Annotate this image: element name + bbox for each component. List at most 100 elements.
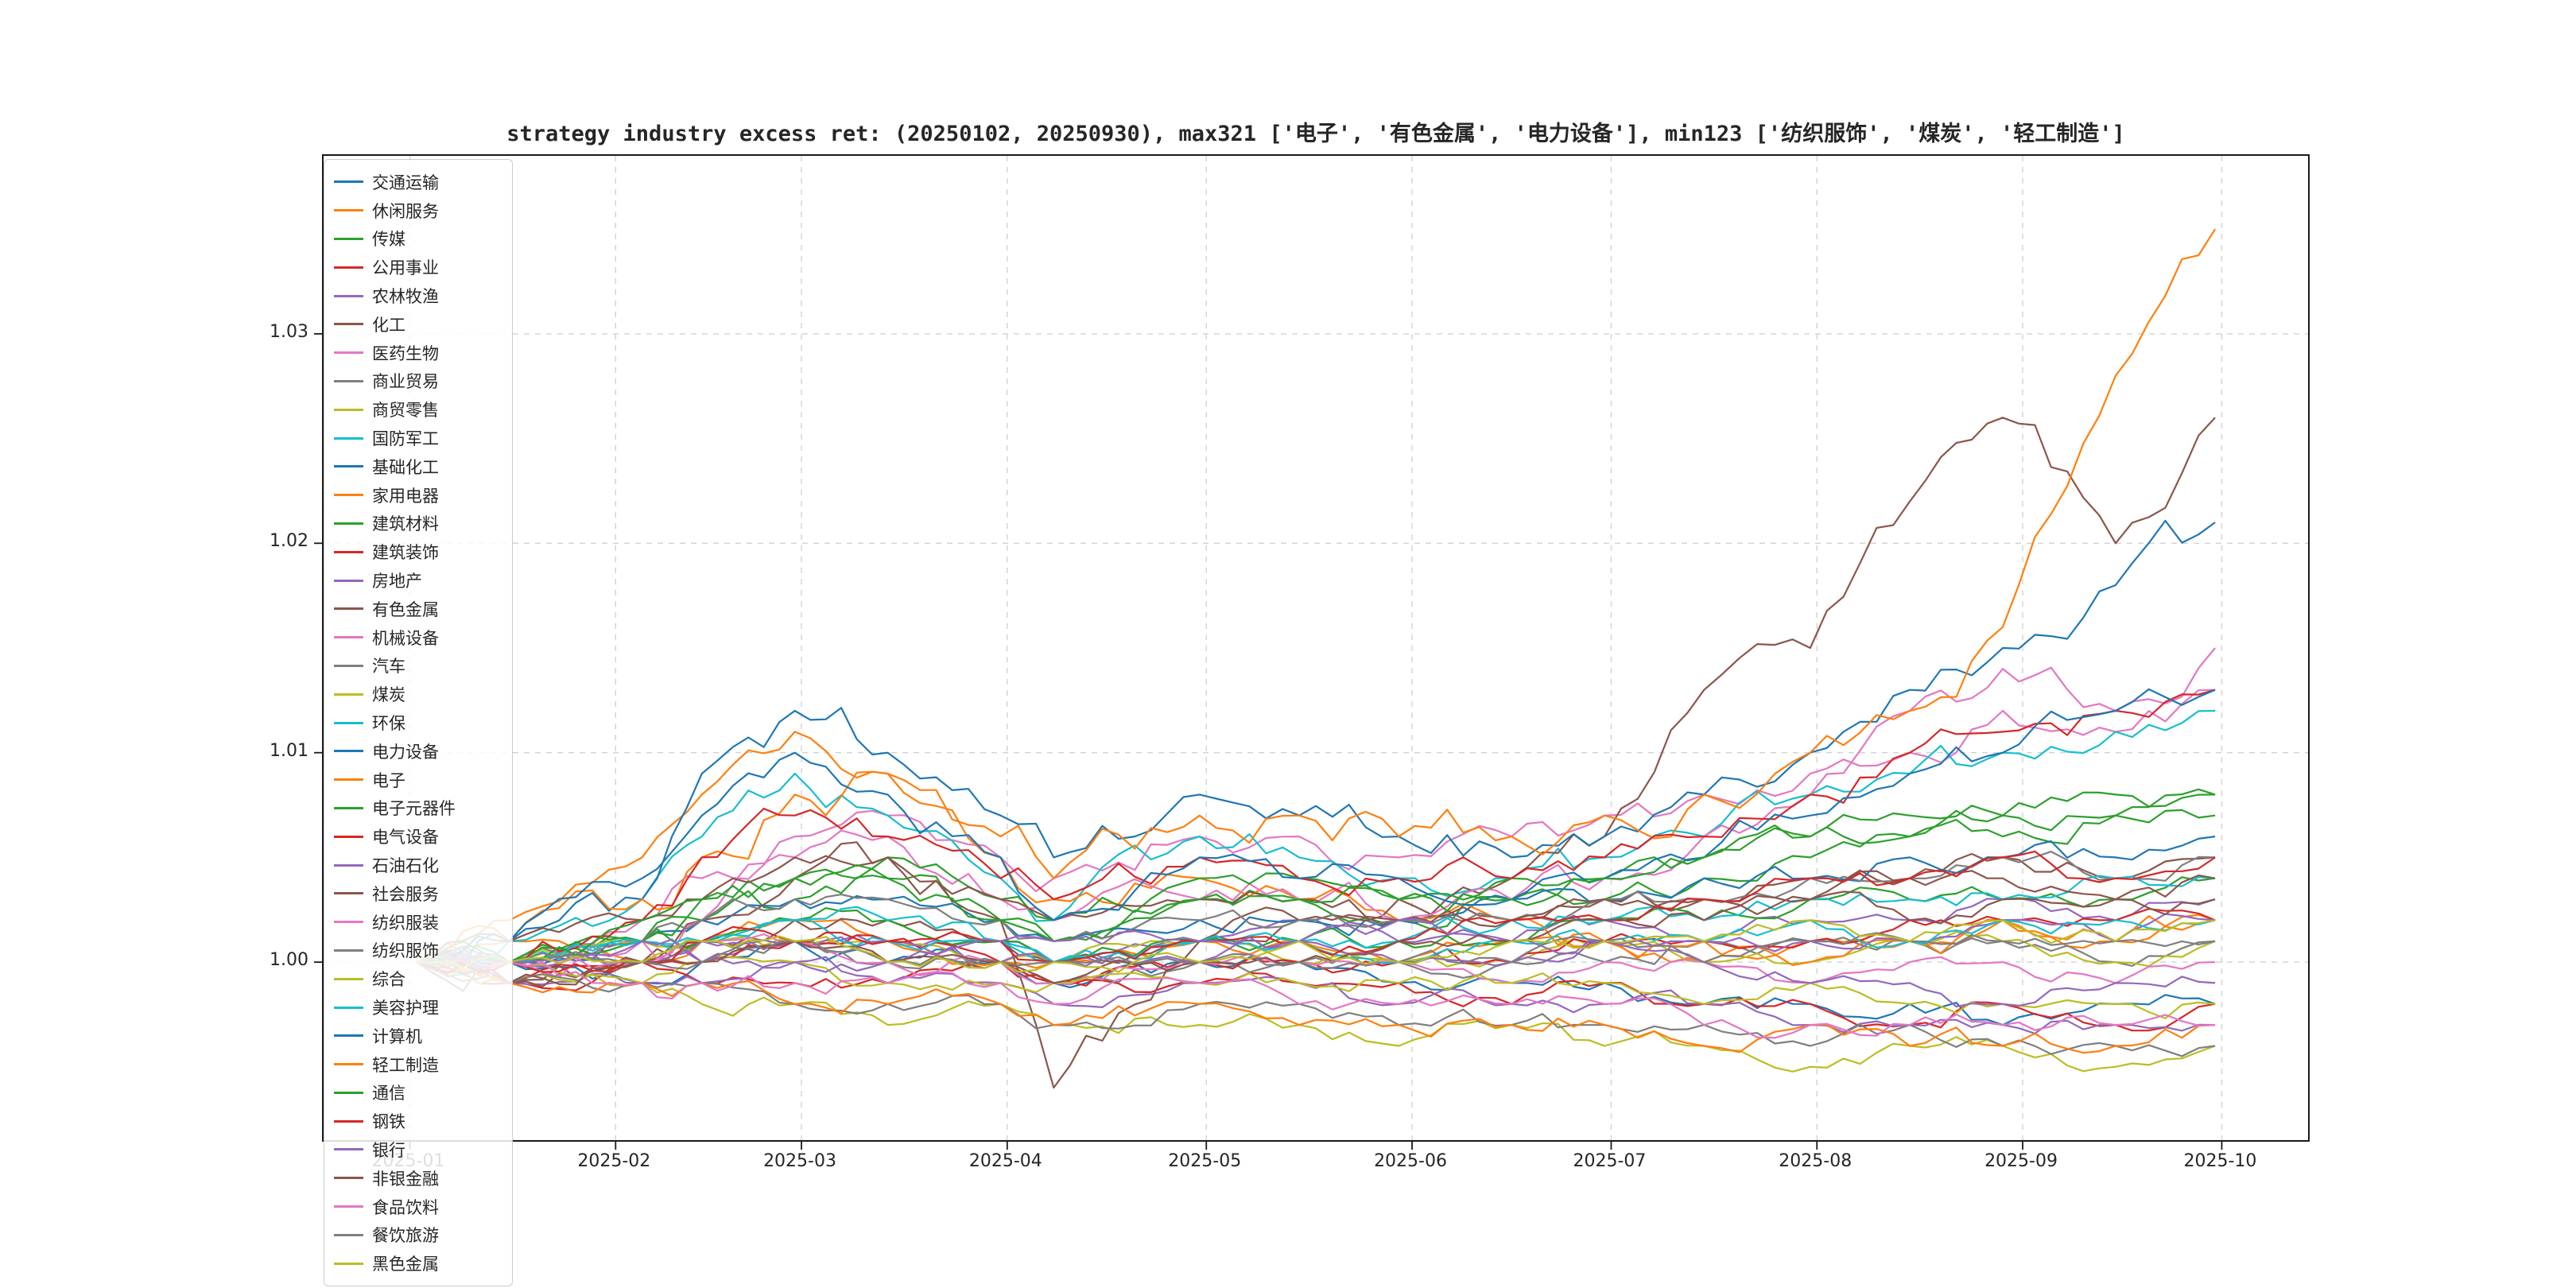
legend-line-swatch <box>334 863 363 867</box>
legend-line-swatch <box>334 1091 363 1094</box>
series-line <box>416 855 2216 964</box>
x-axis-tick-label: 2025-08 <box>1779 1151 1852 1171</box>
legend-item: 银行 <box>334 1135 502 1164</box>
legend-label: 非银金融 <box>372 1169 439 1189</box>
legend-label: 银行 <box>372 1140 405 1160</box>
y-axis-tick-label: 1.02 <box>270 531 308 552</box>
legend-line-swatch <box>334 721 363 724</box>
legend-line-swatch <box>334 237 363 240</box>
legend-line-swatch <box>334 977 363 980</box>
legend-line-swatch <box>334 636 363 639</box>
series-line <box>416 961 2216 1057</box>
legend-label: 纺织服装 <box>372 913 439 933</box>
legend-label: 建筑材料 <box>372 514 439 534</box>
legend-label: 食品饮料 <box>372 1197 439 1217</box>
y-axis-tick-label: 1.00 <box>270 950 308 971</box>
legend-line-swatch <box>334 209 363 212</box>
legend-line-swatch <box>334 664 363 667</box>
legend-item: 通信 <box>334 1079 502 1108</box>
legend-line-swatch <box>334 1233 363 1236</box>
legend-line-swatch <box>334 408 363 411</box>
x-axis-tick-label: 2025-09 <box>1984 1151 2058 1171</box>
legend-line-swatch <box>334 892 363 895</box>
series-line <box>416 688 2216 964</box>
legend-item: 美容护理 <box>334 993 502 1022</box>
legend-item: 餐饮旅游 <box>334 1220 502 1249</box>
legend-label: 黑色金属 <box>372 1255 439 1274</box>
legend-label: 公用事业 <box>372 258 439 278</box>
legend-line-swatch <box>334 1205 363 1208</box>
legend-item: 轻工制造 <box>334 1050 502 1079</box>
legend-label: 电子 <box>372 770 405 790</box>
legend-label: 家用电器 <box>372 486 439 506</box>
legend-line-swatch <box>334 1063 363 1066</box>
legend-item: 电力设备 <box>334 737 502 766</box>
series-line <box>416 809 2216 969</box>
legend-label: 美容护理 <box>372 999 439 1018</box>
legend-line-swatch <box>334 351 363 355</box>
series-line <box>416 932 2216 970</box>
legend-item: 计算机 <box>334 1022 502 1050</box>
legend-item: 电子元器件 <box>334 794 502 823</box>
legend-line-swatch <box>334 692 363 696</box>
legend-item: 黑色金属 <box>334 1249 502 1278</box>
legend-line-swatch <box>334 294 363 297</box>
legend-label: 轻工制造 <box>372 1055 439 1075</box>
legend-label: 汽车 <box>372 657 405 677</box>
legend-label: 化工 <box>372 315 405 335</box>
series-line <box>416 918 2216 1008</box>
legend-line-swatch <box>334 949 363 952</box>
x-axis-tick-label: 2025-05 <box>1168 1151 1242 1171</box>
series-line <box>416 791 2216 964</box>
legend-line-swatch <box>334 465 363 468</box>
plot-area <box>314 154 2310 1150</box>
legend-item: 机械设备 <box>334 623 502 652</box>
legend-line-swatch <box>334 436 363 440</box>
legend-line-swatch <box>334 1119 363 1123</box>
legend-label: 休闲服务 <box>372 201 439 221</box>
x-axis-tick-label: 2025-10 <box>2183 1151 2257 1171</box>
series-line <box>416 851 2216 968</box>
legend-item: 纺织服饰 <box>334 937 502 965</box>
series-line <box>416 954 2216 1039</box>
legend-item: 商业贸易 <box>334 367 502 396</box>
legend-line-swatch <box>334 750 363 753</box>
legend-item: 有色金属 <box>334 595 502 623</box>
legend-label: 通信 <box>372 1084 405 1104</box>
legend-label: 电力设备 <box>372 742 439 762</box>
legend-item: 公用事业 <box>334 253 502 281</box>
series-line <box>416 836 2216 968</box>
legend-line-swatch <box>334 522 363 525</box>
legend-item: 社会服务 <box>334 879 502 908</box>
legend-line-swatch <box>334 1006 363 1009</box>
legend-item: 休闲服务 <box>334 196 502 225</box>
legend-item: 非银金融 <box>334 1164 502 1193</box>
legend-line-swatch <box>334 607 363 611</box>
legend-label: 餐饮旅游 <box>372 1226 439 1246</box>
legend-line-swatch <box>334 806 363 809</box>
legend-item: 石油石化 <box>334 851 502 879</box>
legend-item: 传媒 <box>334 225 502 254</box>
legend-line-swatch <box>334 1177 363 1180</box>
legend-label: 有色金属 <box>372 599 439 619</box>
legend-label: 电气设备 <box>372 828 439 848</box>
x-axis-tick-label: 2025-03 <box>763 1151 836 1171</box>
y-axis-tick-label: 1.01 <box>270 740 308 761</box>
legend-item: 交通运输 <box>334 168 502 196</box>
legend-label: 国防军工 <box>372 429 439 449</box>
legend-item: 建筑装饰 <box>334 537 502 566</box>
series-line <box>416 940 2216 1026</box>
series-line <box>416 958 2216 1054</box>
series-line <box>416 519 2216 967</box>
legend-line-swatch <box>334 379 363 382</box>
legend-label: 房地产 <box>372 572 422 592</box>
series-line <box>416 689 2216 980</box>
legend-label: 商业贸易 <box>372 372 439 392</box>
series-line <box>416 890 2216 986</box>
legend-item: 纺织服装 <box>334 908 502 937</box>
legend-label: 纺织服饰 <box>372 941 439 961</box>
legend-label: 计算机 <box>372 1026 422 1046</box>
legend-label: 煤炭 <box>372 685 405 705</box>
x-axis-tick-label: 2025-02 <box>577 1151 651 1171</box>
legend-item: 国防军工 <box>334 424 502 452</box>
